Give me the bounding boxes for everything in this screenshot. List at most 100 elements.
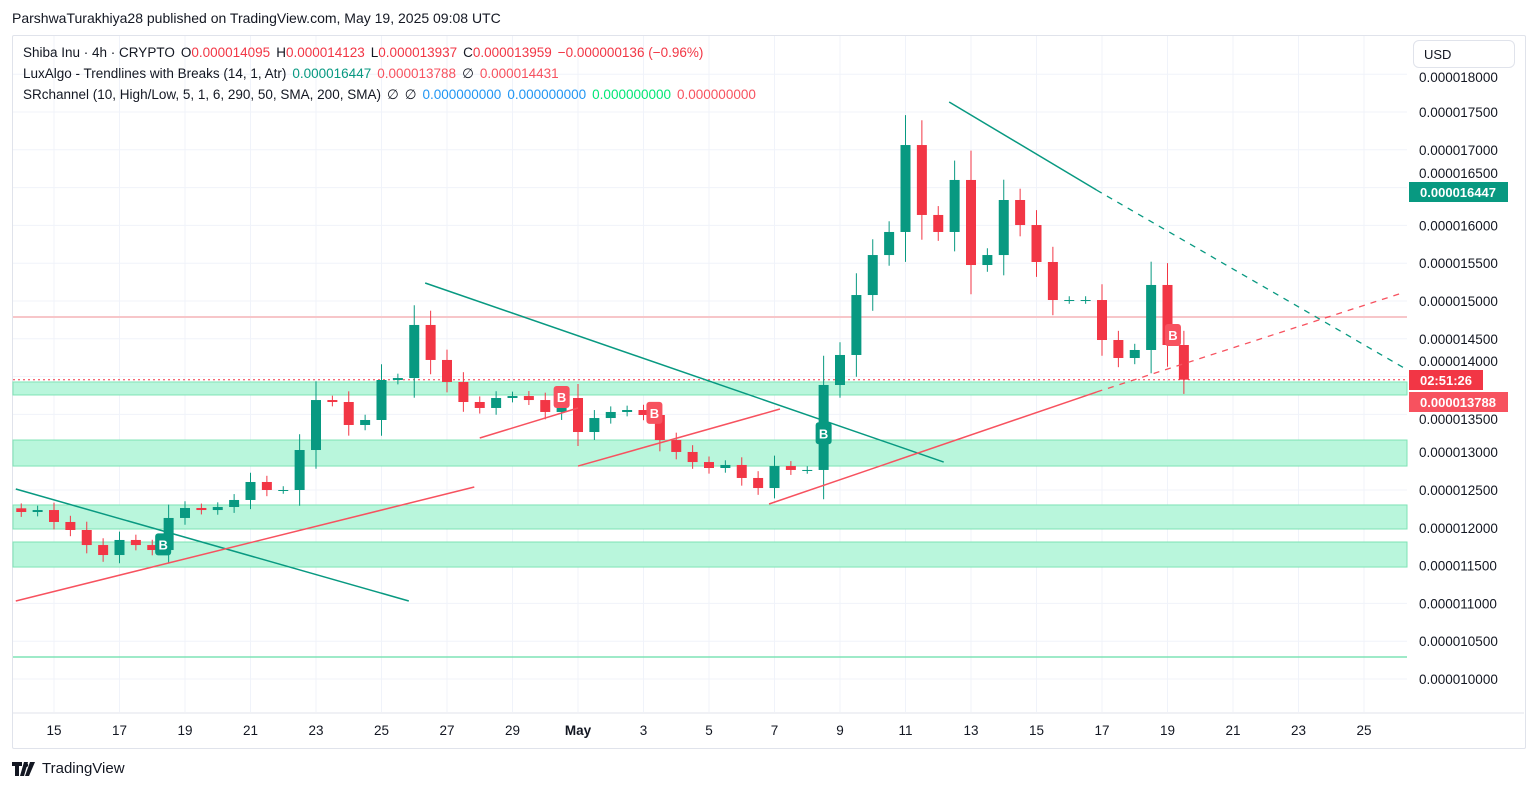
price-tick-label: 0.000014000 xyxy=(1419,354,1498,369)
candle xyxy=(343,391,354,436)
candle xyxy=(949,160,960,252)
candle-body xyxy=(147,545,158,551)
candle xyxy=(622,405,633,417)
break-label: B xyxy=(1164,324,1181,347)
candle xyxy=(458,372,469,412)
indicator-value: 0.000014431 xyxy=(479,66,559,81)
red-trendline xyxy=(15,486,475,602)
candle xyxy=(573,384,583,447)
indicator-srchannel-legend[interactable]: SRchannel (10, High/Low, 5, 1, 6, 290, 5… xyxy=(23,87,762,103)
candle xyxy=(98,538,109,562)
candle-body xyxy=(720,464,731,469)
candle xyxy=(1031,210,1042,277)
tradingview-logo[interactable]: TradingView xyxy=(12,760,125,777)
time-axis[interactable]: 15 17 19 21 23 25 27 29 May 3 5 7 9 11 13 15 17 19 21 23 25 xyxy=(13,712,1524,738)
candle-body xyxy=(1113,340,1124,359)
candle-body xyxy=(507,396,518,398)
indicator-value: ∅ xyxy=(386,87,399,102)
break-label-box xyxy=(646,401,663,424)
candle xyxy=(180,501,190,525)
candle-body xyxy=(638,410,649,416)
candle xyxy=(867,239,878,311)
indicator-luxalgo-legend[interactable]: LuxAlgo - Trendlines with Breaks (14, 1,… xyxy=(23,66,565,82)
candle xyxy=(65,515,76,537)
candle-body xyxy=(1080,300,1091,302)
time-tick-label: 11 xyxy=(898,723,912,738)
candle-body xyxy=(884,231,895,256)
close-label: C xyxy=(463,45,473,60)
candle-body xyxy=(785,466,796,470)
candle-body xyxy=(376,380,387,420)
candle-body xyxy=(392,378,403,381)
indicator-name[interactable]: SRchannel (10, High/Low, 5, 1, 6, 290, 5… xyxy=(23,87,381,102)
candle xyxy=(442,349,452,393)
candle-body xyxy=(687,451,698,463)
candle-body xyxy=(1015,199,1026,226)
break-label: B xyxy=(553,386,570,409)
break-label: B xyxy=(646,401,663,424)
candle xyxy=(1064,296,1075,304)
symbol-legend[interactable]: Shiba Inu · 4h · CRYPTO O0.000014095 H0.00… xyxy=(23,45,709,60)
close-value: 0.000013959 xyxy=(472,45,552,60)
candle xyxy=(1015,188,1026,237)
lower-trendline-badge-text: 0.000013788 xyxy=(1420,395,1496,410)
high-value: 0.000014123 xyxy=(285,45,365,60)
price-tick-label: 0.000014500 xyxy=(1419,332,1498,347)
candle-body xyxy=(442,359,452,382)
candle-body xyxy=(589,418,600,433)
candle xyxy=(540,392,551,420)
candle xyxy=(671,432,682,460)
candle xyxy=(835,342,845,398)
candle-body xyxy=(16,508,27,512)
candle-body xyxy=(867,255,878,296)
break-label: B xyxy=(155,533,172,556)
low-label: L xyxy=(370,45,379,60)
candle xyxy=(392,373,403,385)
open-value: 0.000014095 xyxy=(191,45,271,60)
candle xyxy=(916,120,927,240)
symbol-name[interactable]: Shiba Inu · 4h · CRYPTO xyxy=(23,45,175,60)
break-label-text: B xyxy=(819,426,828,441)
candle-body xyxy=(196,507,207,511)
break-label-text: B xyxy=(650,406,659,421)
candle-body xyxy=(1178,344,1189,380)
candle xyxy=(147,539,158,556)
candle-body xyxy=(49,510,59,522)
red-trendline xyxy=(479,407,579,439)
indicator-name[interactable]: LuxAlgo - Trendlines with Breaks (14, 1,… xyxy=(23,66,287,81)
candle xyxy=(1178,330,1189,394)
candle-body xyxy=(802,469,813,471)
candle-body xyxy=(65,521,76,530)
candle-body xyxy=(278,490,289,491)
candle-body xyxy=(949,179,960,232)
low-value: 0.000013937 xyxy=(378,45,458,60)
indicator-value: ∅ xyxy=(404,87,417,102)
price-tick-label: 0.000013000 xyxy=(1419,445,1498,460)
candle-body xyxy=(327,400,338,403)
candle xyxy=(294,434,305,506)
candle xyxy=(720,460,731,473)
currency-button[interactable]: USD xyxy=(1413,40,1515,68)
candle xyxy=(900,115,911,262)
time-tick-label: 5 xyxy=(705,723,713,738)
break-label-box xyxy=(155,533,172,556)
time-tick-label: 23 xyxy=(308,723,323,738)
teal-trendline-extension xyxy=(1096,189,1408,371)
teal-trendline xyxy=(15,488,409,602)
candle xyxy=(327,395,338,407)
candle-body xyxy=(523,396,534,401)
candle-body xyxy=(130,539,141,546)
candle xyxy=(49,502,59,530)
break-label: B xyxy=(815,422,832,445)
candle xyxy=(802,466,813,474)
countdown-badge-text: 02:51:26 xyxy=(1420,373,1472,388)
break-label-text: B xyxy=(557,390,566,405)
time-tick-label: 23 xyxy=(1291,723,1306,738)
lower-trendline-badge: 0.000013788 xyxy=(1409,392,1508,412)
price-tick-label: 0.000011000 xyxy=(1419,596,1497,611)
candle-body xyxy=(343,402,354,425)
candle xyxy=(736,457,747,486)
candle xyxy=(261,475,272,497)
red-trendline-extension xyxy=(1096,292,1403,393)
